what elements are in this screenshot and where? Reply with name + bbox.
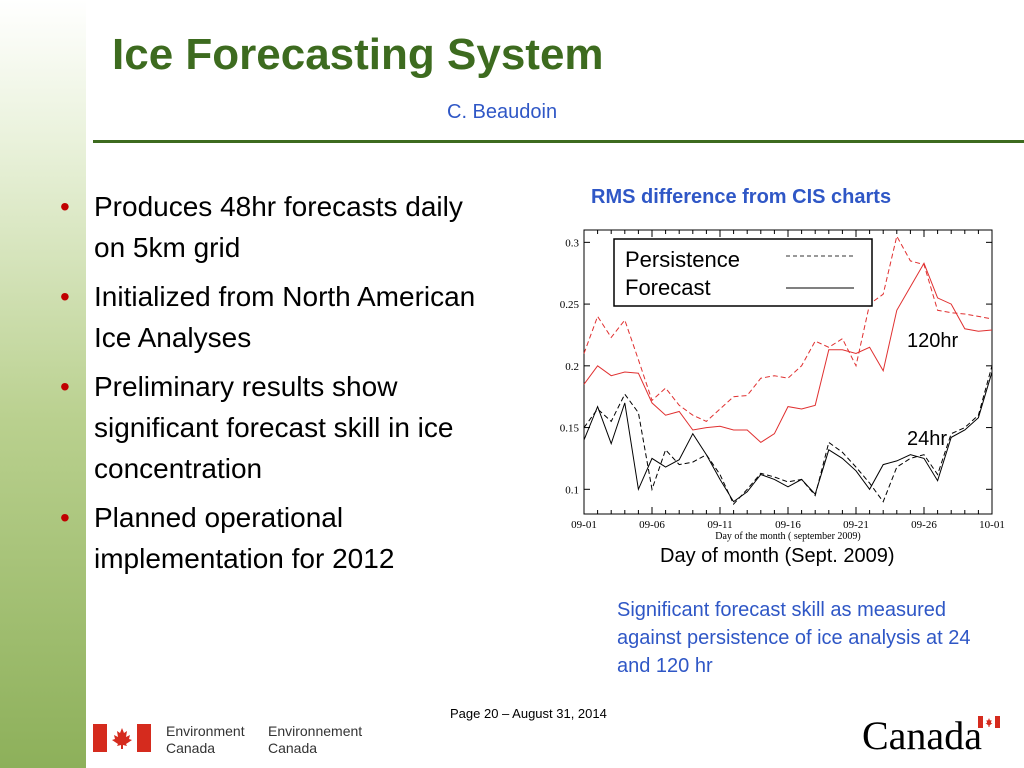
logo-text-line: Canada — [268, 740, 318, 756]
bullet-item: • Preliminary results show significant fo… — [60, 366, 500, 489]
legend-box — [613, 238, 873, 307]
bullet-text: Initialized from North American Ice Anal… — [94, 281, 476, 353]
series-line-120hr-solid — [583, 262, 993, 444]
chart-legend: Persistence Forecast — [613, 238, 873, 307]
x-tick-label: 09-01 — [571, 519, 597, 531]
logo-text-english: Environment Canada — [166, 723, 245, 757]
bullet-icon: • — [60, 371, 70, 402]
chart-heading: RMS difference from CIS charts — [591, 186, 892, 208]
logo-text-french: Environnement Canada — [268, 723, 362, 757]
slide-title: Ice Forecasting System — [112, 30, 604, 79]
logo-text-line: Environment — [166, 723, 245, 739]
bullet-item: • Planned operational implementation for … — [60, 497, 500, 579]
x-tick-label: 09-21 — [843, 519, 869, 531]
logo-text-line: Environnement — [268, 723, 363, 739]
canada-wordmark: Canada — [862, 713, 982, 758]
annotation-24hr: 24hr — [907, 428, 947, 450]
bullet-text: Produces 48hr forecasts daily on 5km gri… — [94, 191, 463, 263]
bullet-list: • Produces 48hr forecasts daily on 5km gr… — [60, 186, 500, 587]
wordmark-flag-icon — [978, 716, 1000, 728]
logo-text-line: Canada — [166, 740, 216, 756]
sidebar-gradient — [0, 0, 86, 768]
legend-label-persistence: Persistence — [625, 247, 740, 272]
canada-flag-icon — [93, 724, 151, 752]
bullet-text: Planned operational implementation for 2… — [94, 502, 395, 574]
bullet-item: • Produces 48hr forecasts daily on 5km gr… — [60, 186, 500, 268]
x-axis-label: Day of the month ( september 2009) — [715, 531, 861, 542]
y-tick-label: 0.25 — [560, 299, 580, 311]
y-tick-label: 0.3 — [565, 237, 579, 249]
bullet-icon: • — [60, 191, 70, 222]
bullet-item: • Initialized from North American Ice Ana… — [60, 276, 500, 358]
x-axis-caption: Day of month (Sept. 2009) — [660, 545, 895, 567]
author-name: C. Beaudoin — [447, 101, 558, 123]
series-line-24hr-solid — [583, 371, 993, 503]
x-tick-label: 09-06 — [639, 519, 665, 531]
bullet-icon: • — [60, 502, 70, 533]
x-tick-label: 09-26 — [911, 519, 937, 531]
x-tick-label: 09-11 — [707, 519, 732, 531]
annotation-120hr: 120hr — [907, 330, 958, 352]
bullet-icon: • — [60, 281, 70, 312]
x-tick-label: 09-16 — [775, 519, 801, 531]
page-footer: Page 20 – August 31, 2014 — [450, 706, 607, 721]
x-tick-label: 10-01 — [979, 519, 1005, 531]
chart-note: Significant forecast skill as measured a… — [617, 599, 971, 677]
y-tick-label: 0.2 — [565, 361, 579, 373]
legend-label-forecast: Forecast — [625, 275, 711, 300]
bullet-text: Preliminary results show significant for… — [94, 371, 454, 484]
series-line-24hr-dashed — [583, 365, 993, 505]
rms-line-chart: 0.1 0.15 0.2 0.25 0.3 09-01 09-06 09-11 09-16 09-… — [560, 229, 1005, 542]
y-tick-label: 0.1 — [565, 484, 579, 496]
y-tick-label: 0.15 — [560, 423, 580, 435]
title-divider — [93, 140, 1024, 143]
